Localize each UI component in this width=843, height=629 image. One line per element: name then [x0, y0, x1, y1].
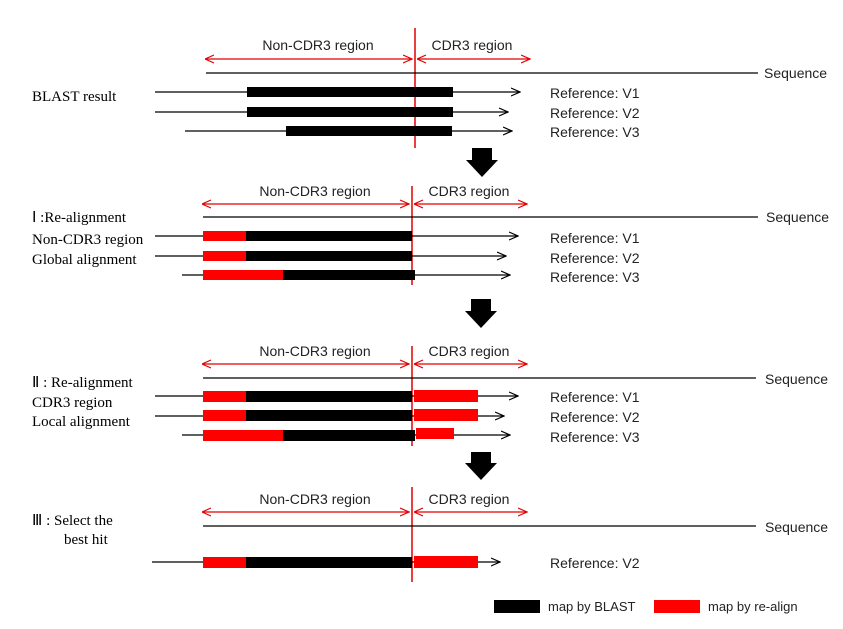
- realign-segment: [416, 428, 454, 439]
- non-cdr3-region-label: Non-CDR3 region: [259, 343, 370, 359]
- step-text: Ⅰ :Re-alignment: [32, 210, 127, 226]
- step-text: Local alignment: [32, 414, 131, 430]
- cdr3-region-label: CDR3 region: [429, 183, 510, 199]
- blast-segment: [283, 270, 415, 280]
- legend-swatch-realign: [654, 600, 700, 613]
- non-cdr3-region-label: Non-CDR3 region: [259, 491, 370, 507]
- panel-blast: Non-CDR3 region CDR3 region Sequence BLA…: [32, 37, 827, 140]
- sequence-label: Sequence: [766, 209, 829, 225]
- blast-segment: [247, 107, 415, 117]
- reference-label: Reference: V3: [550, 429, 640, 445]
- non-cdr3-region-label: Non-CDR3 region: [262, 37, 373, 53]
- down-arrow-icon: [466, 148, 498, 177]
- blast-segment: [246, 391, 412, 402]
- realign-segment: [203, 231, 246, 241]
- blast-segment: [415, 126, 452, 136]
- non-cdr3-region-label: Non-CDR3 region: [259, 183, 370, 199]
- blast-segment: [246, 231, 412, 241]
- legend-label-realign: map by re-align: [708, 599, 798, 614]
- blast-segment: [246, 410, 412, 421]
- cdr3-region-label: CDR3 region: [432, 37, 513, 53]
- down-arrow-icon: [465, 452, 497, 480]
- blast-segment: [283, 430, 415, 441]
- legend-swatch-blast: [494, 600, 540, 613]
- cdr3-region-label: CDR3 region: [429, 343, 510, 359]
- reference-label: Reference: V1: [550, 85, 640, 101]
- blast-segment: [247, 87, 415, 97]
- realign-segment: [203, 270, 283, 280]
- reference-label: Reference: V2: [550, 409, 640, 425]
- step-text: Ⅲ : Select the: [32, 513, 113, 529]
- realign-segment: [203, 391, 246, 402]
- sequence-label: Sequence: [765, 519, 828, 535]
- sequence-label: Sequence: [764, 65, 827, 81]
- down-arrow-icon: [465, 299, 497, 328]
- step-text: best hit: [64, 532, 109, 548]
- legend: map by BLAST map by re-align: [494, 599, 798, 614]
- step-text: Global alignment: [32, 252, 137, 268]
- legend-label-blast: map by BLAST: [548, 599, 635, 614]
- reference-label: Reference: V1: [550, 230, 640, 246]
- panel-step1: Non-CDR3 region CDR3 region Sequence Ⅰ :…: [32, 183, 829, 285]
- realign-segment: [203, 410, 246, 421]
- cdr3-region-label: CDR3 region: [429, 491, 510, 507]
- blast-segment: [415, 107, 453, 117]
- step-text: BLAST result: [32, 89, 117, 105]
- blast-segment: [415, 87, 453, 97]
- realign-segment: [203, 557, 246, 568]
- reference-label: Reference: V3: [550, 269, 640, 285]
- realign-segment: [203, 251, 246, 261]
- panel-step2: Non-CDR3 region CDR3 region Sequence Ⅱ :…: [32, 343, 828, 445]
- reference-label: Reference: V2: [550, 250, 640, 266]
- realign-segment: [414, 556, 478, 568]
- realign-segment: [414, 390, 478, 402]
- realign-segment: [414, 409, 478, 421]
- reference-label: Reference: V3: [550, 124, 640, 140]
- panel-step3: Non-CDR3 region CDR3 region Sequence Ⅲ :…: [32, 491, 828, 571]
- sequence-label: Sequence: [765, 371, 828, 387]
- blast-segment: [246, 557, 412, 568]
- step-text: Ⅱ : Re-alignment: [32, 375, 134, 391]
- reference-label: Reference: V2: [550, 105, 640, 121]
- realign-segment: [203, 430, 283, 441]
- reference-label: Reference: V2: [550, 555, 640, 571]
- step-text: Non-CDR3 region: [32, 232, 144, 248]
- blast-segment: [246, 251, 412, 261]
- blast-segment: [286, 126, 415, 136]
- step-text: CDR3 region: [32, 395, 113, 411]
- reference-label: Reference: V1: [550, 389, 640, 405]
